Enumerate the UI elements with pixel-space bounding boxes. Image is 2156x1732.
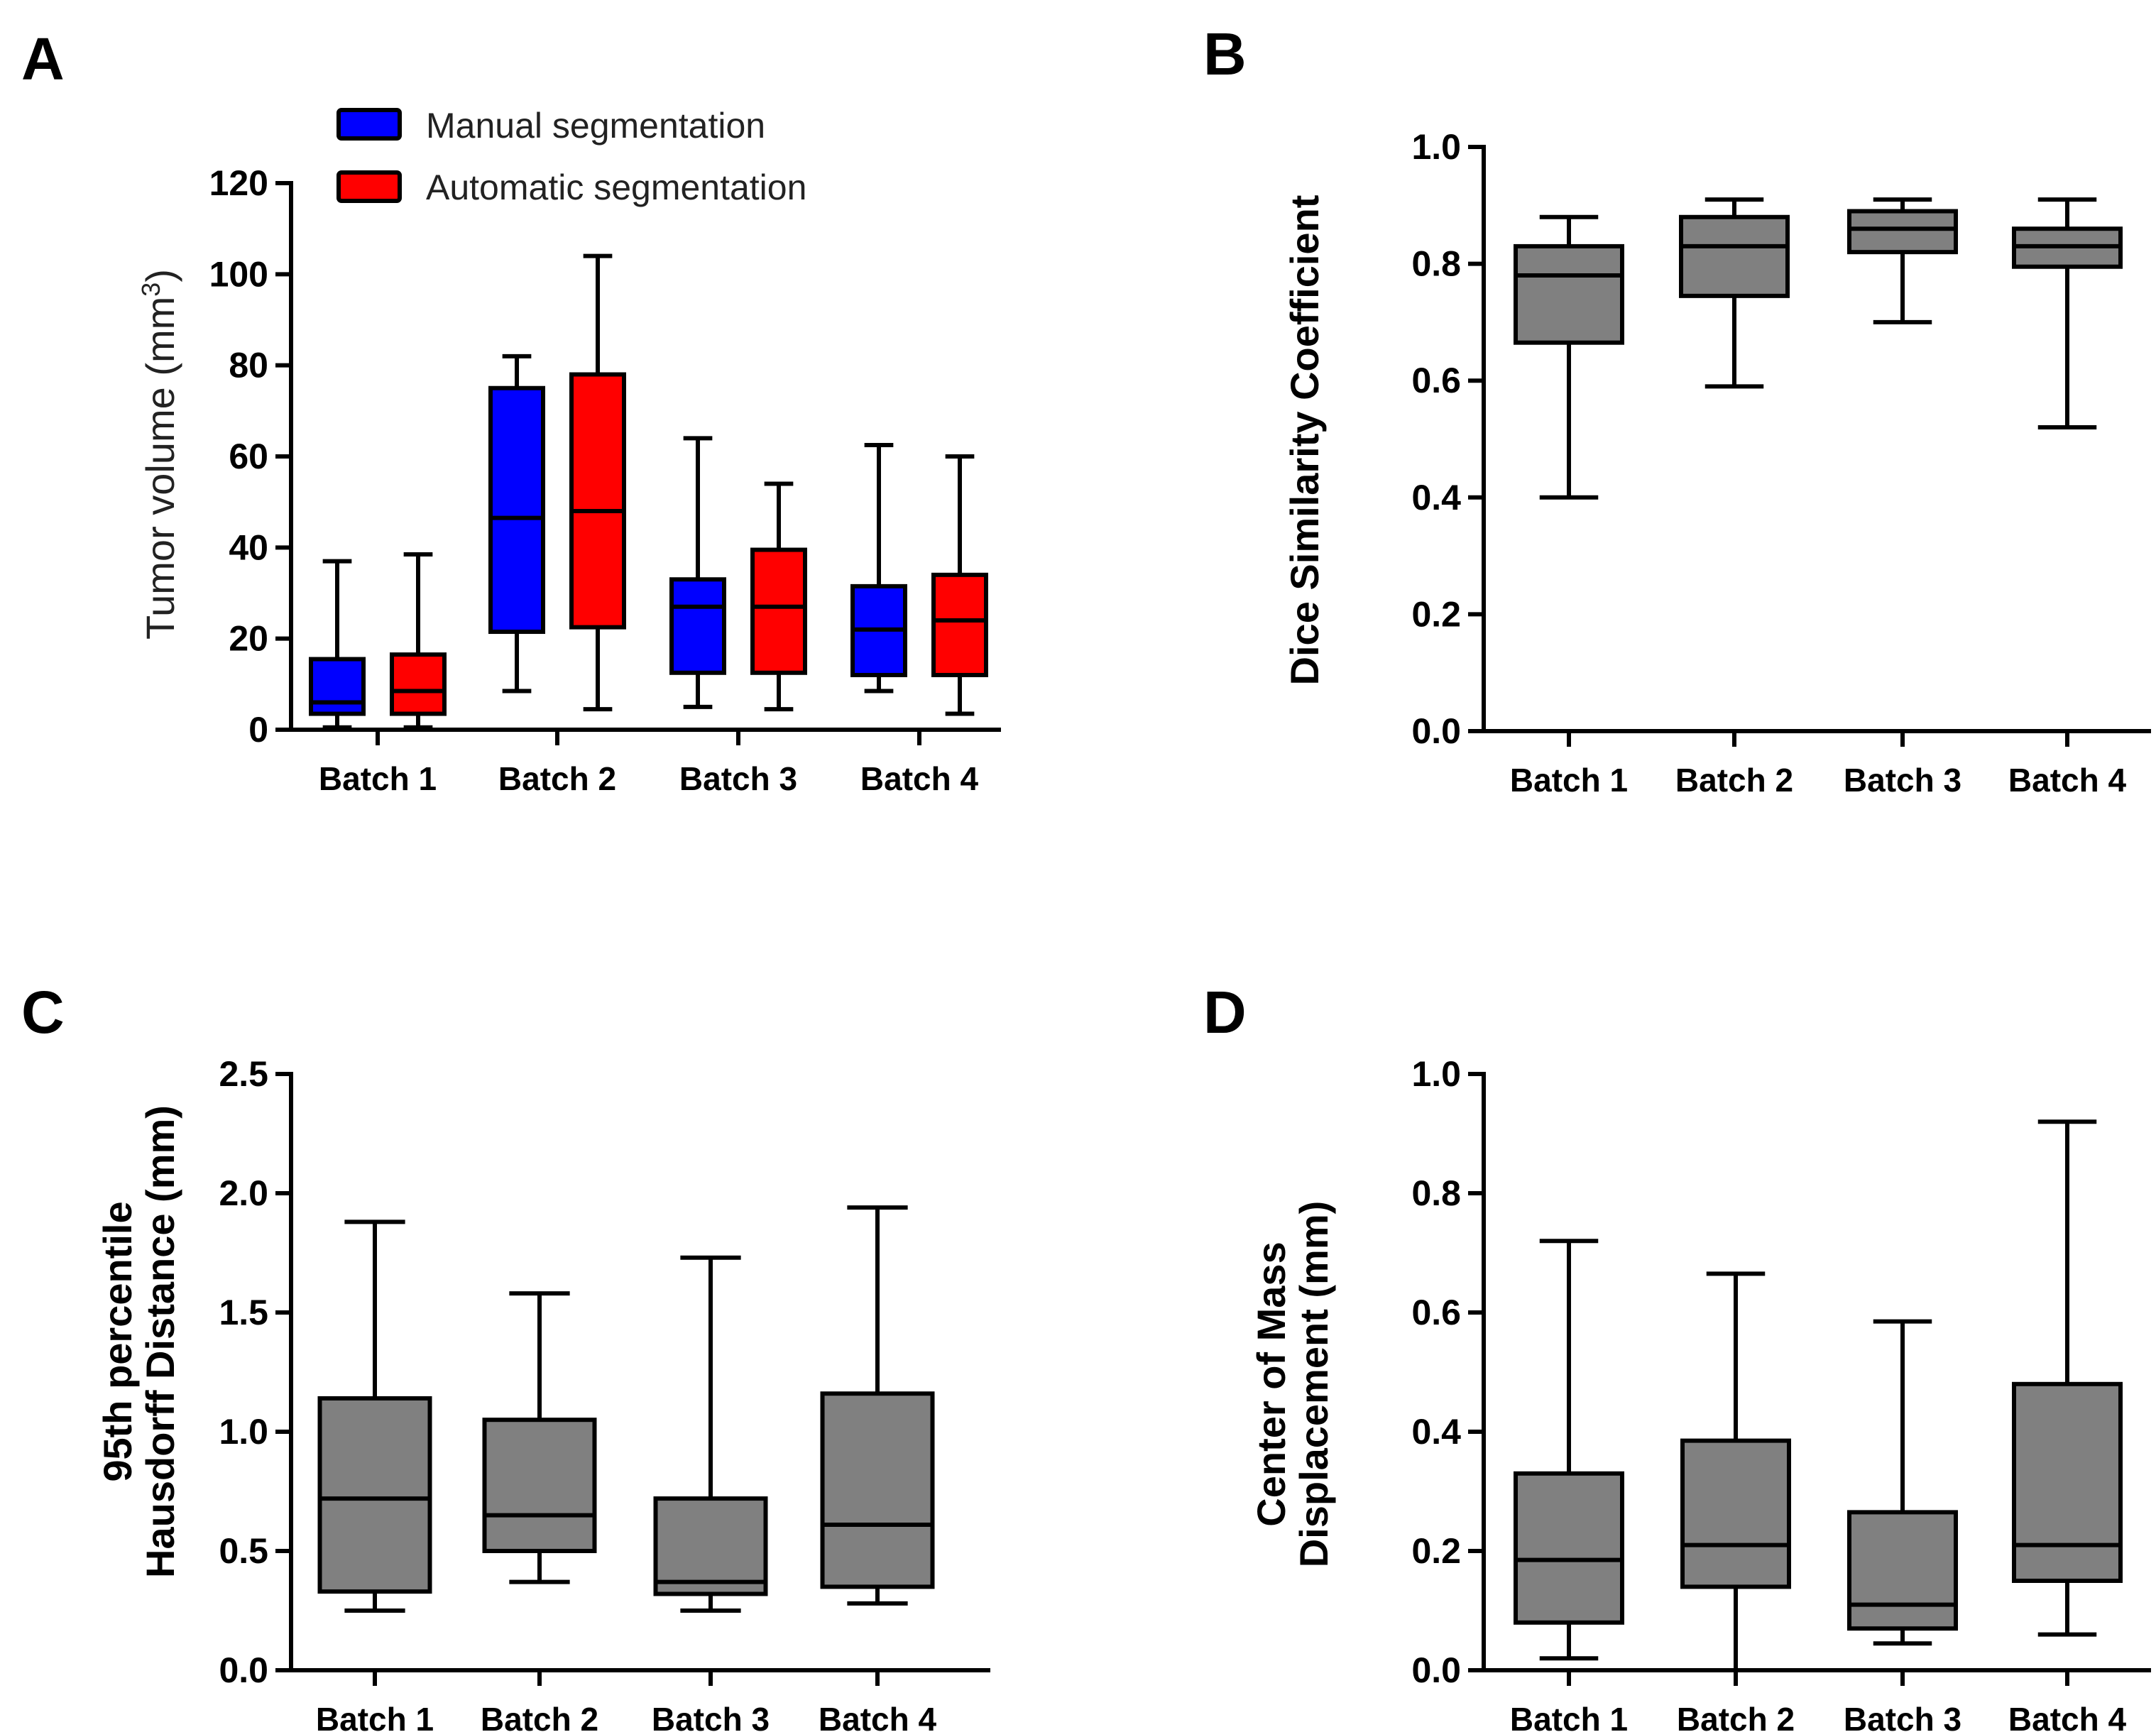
x-tick-label: Batch 4 [819,1701,937,1732]
y-tick-label: 0.6 [1411,1293,1461,1332]
y-tick-label: 1.0 [219,1412,268,1452]
y-tick-label: 0.0 [219,1650,268,1690]
x-tick-label: Batch 4 [860,760,979,797]
box-iqr [820,1391,935,1589]
box-iqr [488,385,545,635]
x-tick-label: Batch 3 [1844,762,1961,799]
x-tick-label: Batch 1 [316,1701,434,1732]
box-iqr [931,572,988,677]
box-com-2 [1680,1271,1791,1672]
y-tick-label: 0.8 [1411,244,1461,284]
box-iqr [569,372,626,630]
box-com-1 [1514,1239,1624,1661]
x-tick-label: Batch 4 [2008,1701,2127,1732]
box-iqr [482,1418,597,1553]
x-tick-label: Batch 1 [1510,1701,1628,1732]
box-manual-segmentation-3 [669,436,726,709]
y-tick-label: 0.6 [1411,361,1461,400]
box-hd95-3 [653,1255,768,1613]
box-hd95-2 [482,1291,597,1584]
y-tick-label: 60 [229,437,268,476]
box-iqr [1514,243,1624,345]
box-automatic-segmentation-2 [569,253,626,712]
box-com-4 [2012,1119,2123,1637]
box-automatic-segmentation-4 [931,454,988,716]
y-tick-label: 0.4 [1411,1412,1461,1452]
y-tick-label: 40 [229,527,268,567]
box-iqr [750,547,807,675]
box-com-3 [1847,1319,1958,1646]
legend-label-manual: Manual segmentation [426,106,765,146]
x-tick-label: Batch 3 [652,1701,770,1732]
box-automatic-segmentation-3 [750,481,807,712]
box-manual-segmentation-1 [309,559,366,730]
y-tick-label: 0.0 [1411,1650,1461,1690]
y-tick-label: 0.2 [1411,1531,1461,1571]
panel-d: D Center of Mass Displacement (mm) 0.0 0.… [1203,979,2151,1732]
box-iqr [1847,209,1958,255]
box-iqr [669,577,726,675]
y-tick-label: 0.2 [1411,594,1461,634]
y-axis-label-line-2: Hausdorff Distance (mm) [138,1105,182,1578]
x-tick-label: Batch 2 [481,1701,598,1732]
box-dsc-1 [1514,214,1624,500]
panel-c-letter: C [21,979,65,1046]
box-iqr [317,1396,432,1594]
panel-a-letter: A [21,26,65,92]
panel-d-letter: D [1203,979,1247,1046]
x-tick-label: Batch 2 [498,760,616,797]
y-tick-label: 2.5 [219,1054,268,1094]
x-tick-label: Batch 3 [679,760,797,797]
y-tick-label: 0.4 [1411,478,1461,517]
box-iqr [1680,1438,1791,1589]
y-tick-label: 100 [209,254,268,294]
x-tick-label: Batch 2 [1677,1701,1795,1732]
y-axis-label: Tumor volume (mm3) [136,269,183,640]
panel-b-letter: B [1203,21,1247,87]
box-hd95-1 [317,1219,432,1613]
box-iqr [653,1496,768,1596]
y-axis-label: Dice Similarity Coefficient [1282,195,1327,686]
y-tick-label: 1.0 [1411,1054,1461,1094]
panel-c: C 95th percentile Hausdorff Distance (mm… [21,979,990,1732]
legend: Manual segmentation Automatic segmentati… [336,106,806,207]
box-iqr [1514,1471,1624,1625]
box-dsc-3 [1847,197,1958,324]
x-tick-label: Batch 3 [1844,1701,1961,1732]
legend-label-automatic: Automatic segmentation [426,168,806,207]
box-manual-segmentation-4 [850,442,907,694]
y-tick-label: 80 [229,346,268,385]
box-iqr [1679,214,1790,298]
y-tick-label: 120 [209,163,268,203]
y-axis-label-line-2: Displacement (mm) [1291,1201,1336,1568]
y-tick-label: 0.8 [1411,1173,1461,1213]
box-manual-segmentation-2 [488,353,545,694]
box-iqr [390,652,447,716]
y-tick-label: 0 [248,710,268,750]
box-dsc-4 [2012,197,2123,430]
box-hd95-4 [820,1205,935,1606]
y-axis-label-line-1: Center of Mass [1249,1242,1293,1526]
x-tick-label: Batch 1 [319,760,437,797]
box-iqr [1847,1510,1958,1631]
y-tick-label: 2.0 [219,1173,268,1213]
y-tick-label: 0.0 [1411,711,1461,751]
panel-a: A Manual segmentation Automatic segmenta… [21,26,1001,797]
legend-swatch-manual [336,108,402,141]
y-tick-label: 1.0 [1411,127,1461,167]
y-tick-label: 0.5 [219,1531,268,1571]
panel-b: B Dice Similarity Coefficient 0.0 0.2 0.4 0… [1203,21,2151,799]
x-tick-label: Batch 4 [2008,762,2127,799]
y-tick-label: 20 [229,619,268,659]
y-tick-label: 1.5 [219,1293,268,1332]
x-tick-label: Batch 1 [1510,762,1628,799]
x-tick-label: Batch 2 [1675,762,1793,799]
box-iqr [309,657,366,716]
legend-swatch-automatic [336,170,402,203]
box-automatic-segmentation-1 [390,552,447,730]
box-dsc-2 [1679,197,1790,389]
box-iqr [2012,1381,2123,1584]
y-axis-label-line-1: 95th percentile [95,1201,140,1481]
